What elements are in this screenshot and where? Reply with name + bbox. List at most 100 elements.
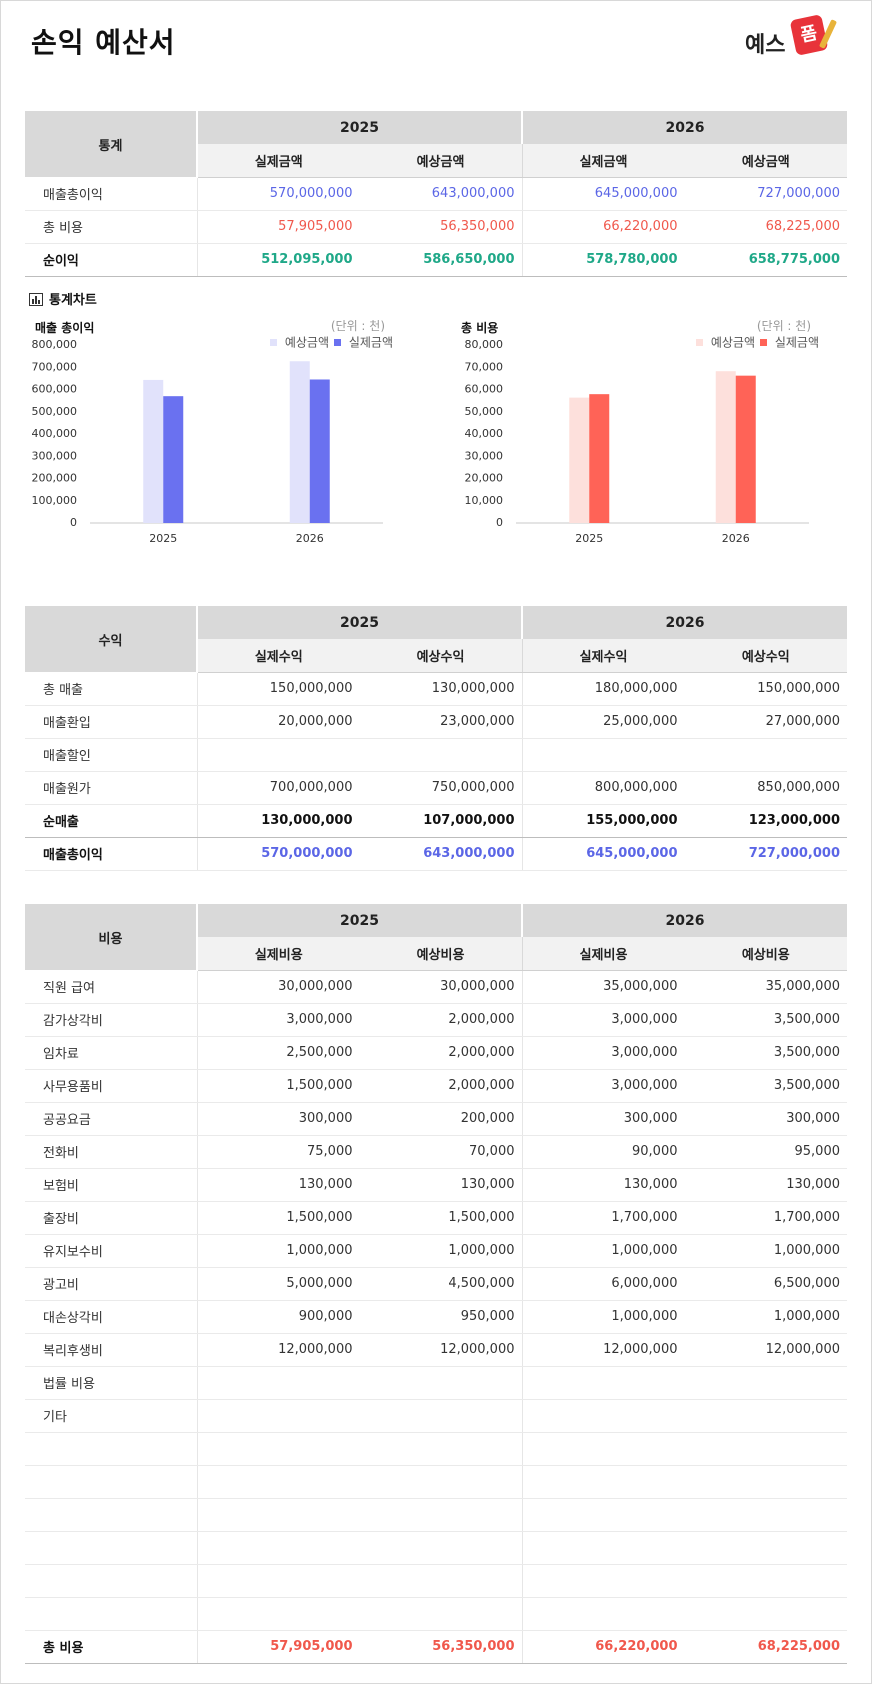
total-row: 총 비용 57,905,000 56,350,000 66,220,000 68,225… <box>25 1629 847 1664</box>
y-tick-label: 400,000 <box>32 427 78 440</box>
cell-value: 35,000,000 <box>522 970 685 1004</box>
table-row: 총 매출 150,000,000 130,000,000 180,000,000 150… <box>25 672 847 706</box>
row-label: 기타 <box>25 1399 198 1433</box>
row-label: 대손상각비 <box>25 1300 198 1334</box>
row-label <box>25 1432 198 1466</box>
cell-value <box>522 1531 685 1565</box>
cell-value: 1,000,000 <box>359 1234 523 1268</box>
gross-profit-chart: 매출 총이익 (단위 : 천) 실제금액 예상금액 0 100,000 200,000 300… <box>32 319 394 545</box>
bar-실제금액-2026 <box>735 375 756 523</box>
row-label: 순매출 <box>25 803 198 838</box>
table-row: 사무용품비 1,500,000 2,000,000 3,000,000 3,500,00… <box>25 1069 847 1103</box>
x-tick-label: 2025 <box>575 532 603 545</box>
cell-value: 130,000 <box>359 1168 523 1202</box>
bar-예상금액-2026 <box>715 371 736 523</box>
cell-value: 5,000,000 <box>197 1267 360 1301</box>
stats-year-2026: 2026 <box>522 111 847 144</box>
bar-예상금액-2025 <box>569 397 590 523</box>
x-tick-label: 2026 <box>296 532 324 545</box>
logo-text: 예스 <box>745 33 786 58</box>
y-tick-label: 80,000 <box>465 338 504 351</box>
y-tick-label: 50,000 <box>465 405 504 418</box>
cell-value: 570,000,000 <box>197 837 360 871</box>
row-label: 사무용품비 <box>25 1069 198 1103</box>
cell-value <box>197 738 360 772</box>
cell-value: 95,000 <box>684 1135 847 1169</box>
chart-title: 매출 총이익 <box>35 320 94 335</box>
expense-col-header: 실제비용 <box>197 937 360 971</box>
expense-year-2026: 2026 <box>522 904 847 937</box>
cell-value <box>522 1564 685 1598</box>
cell-value <box>684 1465 847 1499</box>
revenue-col-header: 실제수익 <box>522 639 685 673</box>
logo-badge: 폼 <box>789 14 829 56</box>
revenue-col-header: 예상수익 <box>359 639 523 673</box>
y-tick-label: 0 <box>70 516 77 529</box>
cell-value: 586,650,000 <box>359 242 523 277</box>
cell-value: 150,000,000 <box>684 672 847 706</box>
cell-value: 300,000 <box>684 1102 847 1136</box>
cell-value: 90,000 <box>522 1135 685 1169</box>
stats-col-header: 예상금액 <box>684 144 847 178</box>
table-row: 매출할인 <box>25 738 847 772</box>
cell-value: 66,220,000 <box>522 210 685 244</box>
row-label: 출장비 <box>25 1201 198 1235</box>
cell-value: 130,000 <box>522 1168 685 1202</box>
cell-value: 35,000,000 <box>684 970 847 1004</box>
row-label: 전화비 <box>25 1135 198 1169</box>
cell-value: 2,000,000 <box>359 1069 523 1103</box>
table-row <box>25 1531 847 1565</box>
chart-section-heading: 통계차트 <box>29 289 97 308</box>
cell-value <box>522 1366 685 1400</box>
revenue-corner-header: 수익 <box>25 606 198 672</box>
stats-corner-header: 통계 <box>25 111 198 177</box>
stats-col-header: 예상금액 <box>359 144 523 178</box>
cell-value: 1,000,000 <box>684 1300 847 1334</box>
row-label: 공공요금 <box>25 1102 198 1136</box>
y-tick-label: 700,000 <box>32 360 78 373</box>
bar-chart-icon <box>29 293 43 306</box>
cell-value: 56,350,000 <box>359 210 523 244</box>
table-row: 출장비 1,500,000 1,500,000 1,700,000 1,700,000 <box>25 1201 847 1235</box>
brand-logo[interactable]: 예스 폼 <box>745 14 838 59</box>
cell-value: 645,000,000 <box>522 177 685 211</box>
cell-value: 3,500,000 <box>684 1036 847 1070</box>
cell-value: 130,000,000 <box>197 803 360 838</box>
revenue-year-2025: 2025 <box>197 606 523 639</box>
y-tick-label: 200,000 <box>32 472 78 485</box>
table-row: 직원 급여 30,000,000 30,000,000 35,000,000 35,00… <box>25 970 847 1004</box>
expense-year-2025: 2025 <box>197 904 523 937</box>
table-row <box>25 1564 847 1598</box>
cell-value <box>522 1399 685 1433</box>
cell-value: 1,700,000 <box>684 1201 847 1235</box>
cell-value: 3,500,000 <box>684 1003 847 1037</box>
legend-label: 예상금액 <box>711 336 755 350</box>
table-row: 매출환입 20,000,000 23,000,000 25,000,000 27,000… <box>25 705 847 739</box>
revenue-year-2026: 2026 <box>522 606 847 639</box>
cell-value <box>522 1498 685 1532</box>
legend-swatch <box>270 339 277 346</box>
cell-value: 68,225,000 <box>684 1629 847 1664</box>
legend-swatch <box>760 339 767 346</box>
cell-value: 27,000,000 <box>684 705 847 739</box>
cell-value: 3,000,000 <box>522 1003 685 1037</box>
row-label: 매출환입 <box>25 705 198 739</box>
cell-value: 12,000,000 <box>684 1333 847 1367</box>
cell-value: 700,000,000 <box>197 771 360 805</box>
revenue-table: 수익 2025 2026 실제수익 예상수익 실제수익 예상수익 총 매출 150… <box>25 606 847 871</box>
bar-실제금액-2026 <box>309 379 330 523</box>
revenue-col-header: 예상수익 <box>684 639 847 673</box>
row-label: 법률 비용 <box>25 1366 198 1400</box>
y-tick-label: 30,000 <box>465 449 504 462</box>
cell-value <box>359 1597 523 1631</box>
cell-value: 800,000,000 <box>522 771 685 805</box>
page-title: 손익 예산서 <box>31 26 176 59</box>
cell-value <box>359 1498 523 1532</box>
y-tick-label: 20,000 <box>465 472 504 485</box>
y-tick-label: 600,000 <box>32 383 78 396</box>
cell-value: 57,905,000 <box>197 1629 360 1664</box>
row-label <box>25 1465 198 1499</box>
table-row: 전화비 75,000 70,000 90,000 95,000 <box>25 1135 847 1169</box>
cell-value: 643,000,000 <box>359 837 523 871</box>
